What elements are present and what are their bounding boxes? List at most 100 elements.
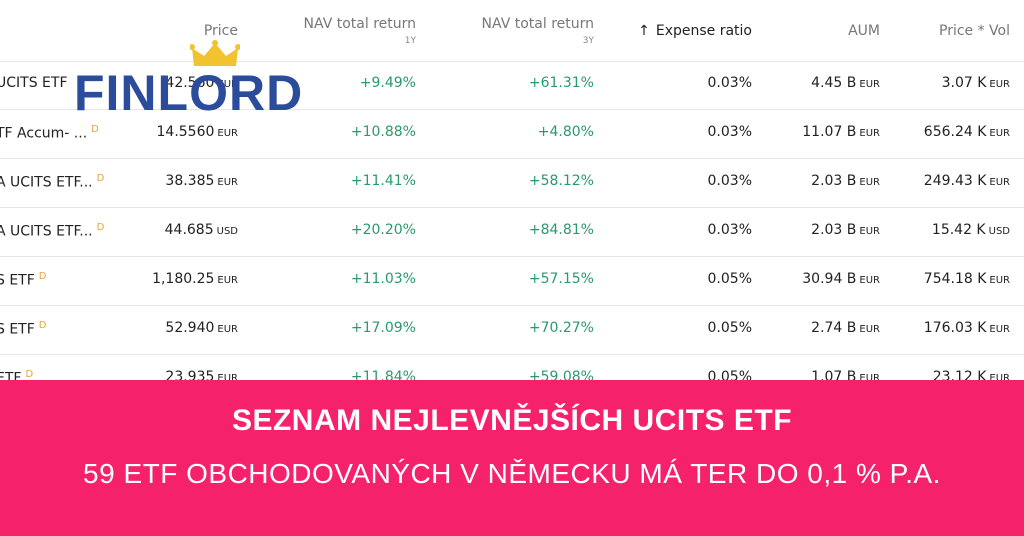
cell-unit: EUR [989,177,1010,188]
cell-value: 1,180.25 [152,271,215,287]
cell-aum: 11.07 B EUR [802,124,880,140]
header-label: Expense ratio [655,23,752,39]
badge: D [96,173,105,184]
cell-unit: EUR [859,226,880,237]
cell-pricevol: 656.24 K EUR [924,124,1010,140]
badge: D [38,271,47,282]
header-aum: AUM [848,23,880,39]
separator [0,305,1024,306]
cell-value: +11.41% [350,173,416,189]
cell-nav1y: +9.49% [360,75,416,91]
cell-expense: 0.03% [708,75,752,91]
cell-nav1y: +17.09% [351,320,416,336]
cell-value: 2.03 B [811,173,857,189]
cell-unit: EUR [217,275,238,286]
cell-unit: EUR [859,79,880,90]
banner [0,380,1024,536]
header-sub: 3Y [582,36,594,46]
cell-value: 0.05% [707,271,752,287]
cell-value: 0.03% [707,124,752,140]
cell-value: +4.80% [537,124,594,140]
cell-price: 44.685 USD [165,222,238,238]
cell-unit: EUR [217,177,238,188]
cell-unit: EUR [989,324,1010,335]
cell-nav3y: +4.80% [538,124,594,140]
separator [0,61,1024,62]
badge: D [25,369,34,380]
header-sub: 1Y [404,36,416,46]
cell-aum: 2.03 B EUR [811,222,880,238]
cell-value: 15.42 K [931,222,986,238]
cell-expense: 0.03% [708,173,752,189]
cell-expense: 0.05% [708,271,752,287]
cell-price: 42.560 EUR [165,75,238,91]
cell-pricevol: 15.42 K USD [932,222,1010,238]
cell-unit: EUR [217,373,238,384]
cell-value: 14.5560 [156,124,215,140]
name-text: S ETF [0,272,35,289]
cell-price: 38.385 EUR [165,173,238,189]
cell-value: +9.49% [359,75,416,91]
cell-value: 754.18 K [923,271,987,287]
cell-unit: USD [988,226,1010,237]
separator [0,109,1024,110]
cell-unit: USD [216,226,238,237]
etf-name: S ETF D [0,271,47,289]
separator [0,207,1024,208]
cell-expense: 0.05% [708,320,752,336]
cell-value: 11.07 B [802,124,857,140]
cell-unit: EUR [217,79,238,90]
separator [0,158,1024,159]
cell-value: 0.05% [707,320,752,336]
etf-name: S ETF D [0,320,47,338]
etf-name: UCITS ETF [0,75,68,91]
header-price: Price [203,23,238,39]
etf-name: A UCITS ETF... D [0,173,104,191]
cell-unit: EUR [989,128,1010,139]
cell-value: 2.03 B [811,222,857,238]
cell-unit: EUR [859,128,880,139]
cell-value: +70.27% [528,320,594,336]
cell-value: 249.43 K [923,173,987,189]
cell-value: 3.07 K [941,75,987,91]
cell-aum: 2.03 B EUR [811,173,880,189]
name-text: A UCITS ETF... [0,174,93,191]
separator [0,354,1024,355]
cell-unit: EUR [989,79,1010,90]
cell-value: +20.20% [350,222,416,238]
cell-unit: EUR [859,275,880,286]
cell-nav3y: +58.12% [529,173,594,189]
badge: D [91,124,99,135]
header-nav3y: NAV total return [481,16,594,32]
cell-value: 4.45 B [811,75,857,91]
cell-nav1y: +11.41% [351,173,416,189]
separator [0,256,1024,257]
etf-name: TF Accum- ... D [0,124,99,142]
sort-arrow: ↑ [638,23,650,39]
name-text: A UCITS ETF... [0,223,93,240]
cell-value: 38.385 [165,173,215,189]
name-text: UCITS ETF [0,75,68,91]
cell-price: 14.5560 EUR [157,124,239,140]
crown-icon [190,40,240,66]
badge: D [96,222,105,233]
cell-expense: 0.03% [708,124,752,140]
cell-value: 30.94 B [802,271,857,287]
cell-value: 52.940 [165,320,215,336]
name-text: S ETF [0,321,35,338]
cell-value: +11.03% [350,271,416,287]
cell-unit: EUR [989,373,1010,384]
cell-value: +10.88% [350,124,416,140]
cell-price: 1,180.25 EUR [152,271,238,287]
cell-unit: EUR [859,373,880,384]
banner-title: SEZNAM NEJLEVNĚJŠÍCH UCITS ETF [231,404,793,437]
cell-value: 42.560 [165,75,215,91]
cell-value: +84.81% [528,222,594,238]
cell-nav3y: +70.27% [529,320,594,336]
badge: D [38,320,47,331]
cell-value: 176.03 K [923,320,987,336]
cell-nav3y: +57.15% [529,271,594,287]
cell-unit: EUR [217,324,238,335]
header-nav1y: NAV total return [303,16,416,32]
